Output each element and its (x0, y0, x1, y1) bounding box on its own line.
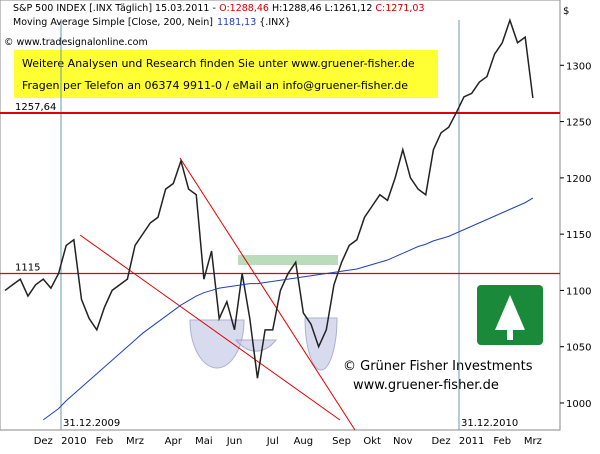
horizontal-line-label: 1115 (15, 263, 40, 274)
x-tick-label: Mrz (126, 436, 144, 447)
indicator-line: Moving Average Simple [Close, 200, Nein]… (13, 17, 291, 28)
x-tick-label: Nov (393, 436, 413, 447)
trend-line (79, 234, 341, 421)
high-low: H:1288,46 L:1261,12 (272, 3, 372, 14)
y-tick-label: 1150 (566, 230, 591, 241)
y-tick-label: 1250 (566, 118, 591, 129)
close: C:1271,03 (375, 3, 424, 14)
date-marker: 31.12.2010 (461, 418, 518, 429)
shoulder-left (189, 319, 245, 369)
x-tick-label: Aug (294, 436, 314, 447)
x-tick-label: Okt (363, 436, 381, 447)
trend-line (179, 157, 356, 431)
info-text: Weitere Analysen und Research finden Sie… (22, 57, 415, 70)
y-tick-label: 1050 (566, 343, 591, 354)
symbol: S&P 500 INDEX [.INX Täglich] 15.03.2011 … (13, 3, 216, 14)
x-tick-label: Mai (195, 436, 213, 447)
x-tick-label: Feb (493, 436, 511, 447)
y-tick-label: 1200 (566, 174, 591, 185)
y-tick-label: 1000 (566, 399, 591, 410)
currency-label: $ (563, 6, 569, 17)
header-line: S&P 500 INDEX [.INX Täglich] 15.03.2011 … (13, 3, 425, 14)
resistance-zone (238, 255, 338, 265)
indicator: Moving Average Simple [Close, 200, Nein] (13, 17, 213, 28)
source: © www.tradesignalonline.com (4, 37, 148, 48)
head (234, 339, 278, 352)
info-box (14, 50, 438, 98)
indicator-value: 1181,13 (217, 17, 256, 28)
decorations (14, 50, 543, 431)
date-marker: 31.12.2009 (63, 418, 120, 429)
series-line (42, 197, 534, 421)
copyright: www.gruener-fisher.de (353, 378, 499, 393)
x-tick-label: Feb (96, 436, 114, 447)
copyright: © Grüner Fisher Investments (343, 359, 533, 374)
x-tick-label: Jul (266, 436, 279, 447)
x-tick-label: Dez (34, 436, 53, 447)
x-tick-label: Jun (226, 436, 243, 447)
x-tick-label: Mrz (524, 436, 542, 447)
x-tick-label: Sep (332, 436, 351, 447)
x-tick-label: 2010 (61, 436, 86, 447)
x-tick-label: Dez (431, 436, 450, 447)
open: O:1288,46 (219, 3, 269, 14)
x-tick-label: Apr (165, 436, 183, 447)
horizontal-line-label: 1257,64 (15, 102, 56, 113)
y-tick-label: 1100 (566, 286, 591, 297)
logo-tree (495, 295, 525, 340)
info-text: Fragen per Telefon an 06374 9911-0 / eMa… (22, 79, 408, 92)
x-tick-label: 2011 (459, 436, 484, 447)
indicator-symbol: {.INX} (259, 17, 291, 28)
series-line (4, 17, 534, 379)
y-tick-label: 1300 (566, 61, 591, 72)
